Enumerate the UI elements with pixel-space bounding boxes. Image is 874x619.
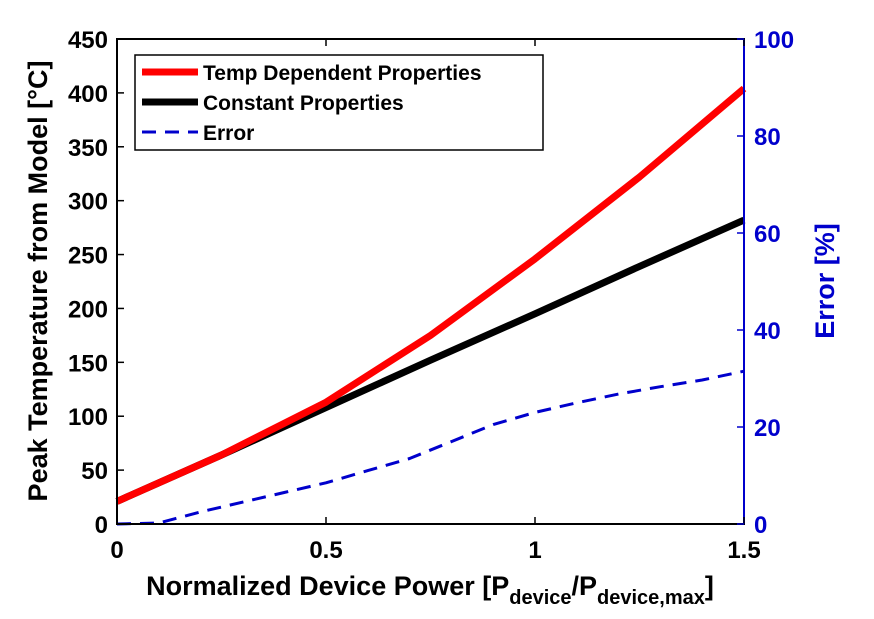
right-tick-label: 80 xyxy=(754,124,781,151)
legend-label-constant: Constant Properties xyxy=(203,92,404,115)
right-tick-label: 60 xyxy=(754,221,781,248)
y-tick-label: 100 xyxy=(68,404,108,431)
y-tick-label: 150 xyxy=(68,350,108,377)
x-tick-label: 0 xyxy=(110,537,123,564)
legend-label-error: Error xyxy=(203,122,254,145)
y-tick-label: 300 xyxy=(68,189,108,216)
y-tick-label: 50 xyxy=(81,458,108,485)
series-error-line xyxy=(116,369,745,526)
series-temp-dependent-line xyxy=(115,85,747,505)
y-tick-label: 250 xyxy=(68,243,108,270)
y-tick-label: 400 xyxy=(68,81,108,108)
x-tick-label: 1.5 xyxy=(727,537,760,564)
right-tick-label: 100 xyxy=(754,27,794,54)
right-tick-label: 20 xyxy=(754,415,781,442)
y-tick-label: 0 xyxy=(95,512,108,539)
legend: Temp Dependent Properties Constant Prope… xyxy=(134,54,544,151)
right-axis-title: Error [%] xyxy=(810,223,840,339)
right-tick-label: 0 xyxy=(754,512,767,539)
right-tick-label: 40 xyxy=(754,318,781,345)
legend-label-temp-dependent: Temp Dependent Properties xyxy=(203,62,482,85)
y-tick-label: 200 xyxy=(68,296,108,323)
legend-box xyxy=(134,54,544,151)
x-tick-label: 0.5 xyxy=(309,537,342,564)
x-tick-label: 1 xyxy=(528,537,541,564)
y-axis-title: Peak Temperature from Model [°C] xyxy=(23,61,53,502)
x-axis-title: Normalized Device Power [Pdevice/Pdevice… xyxy=(146,571,714,609)
y-tick-label: 450 xyxy=(68,27,108,54)
y-tick-label: 350 xyxy=(68,135,108,162)
